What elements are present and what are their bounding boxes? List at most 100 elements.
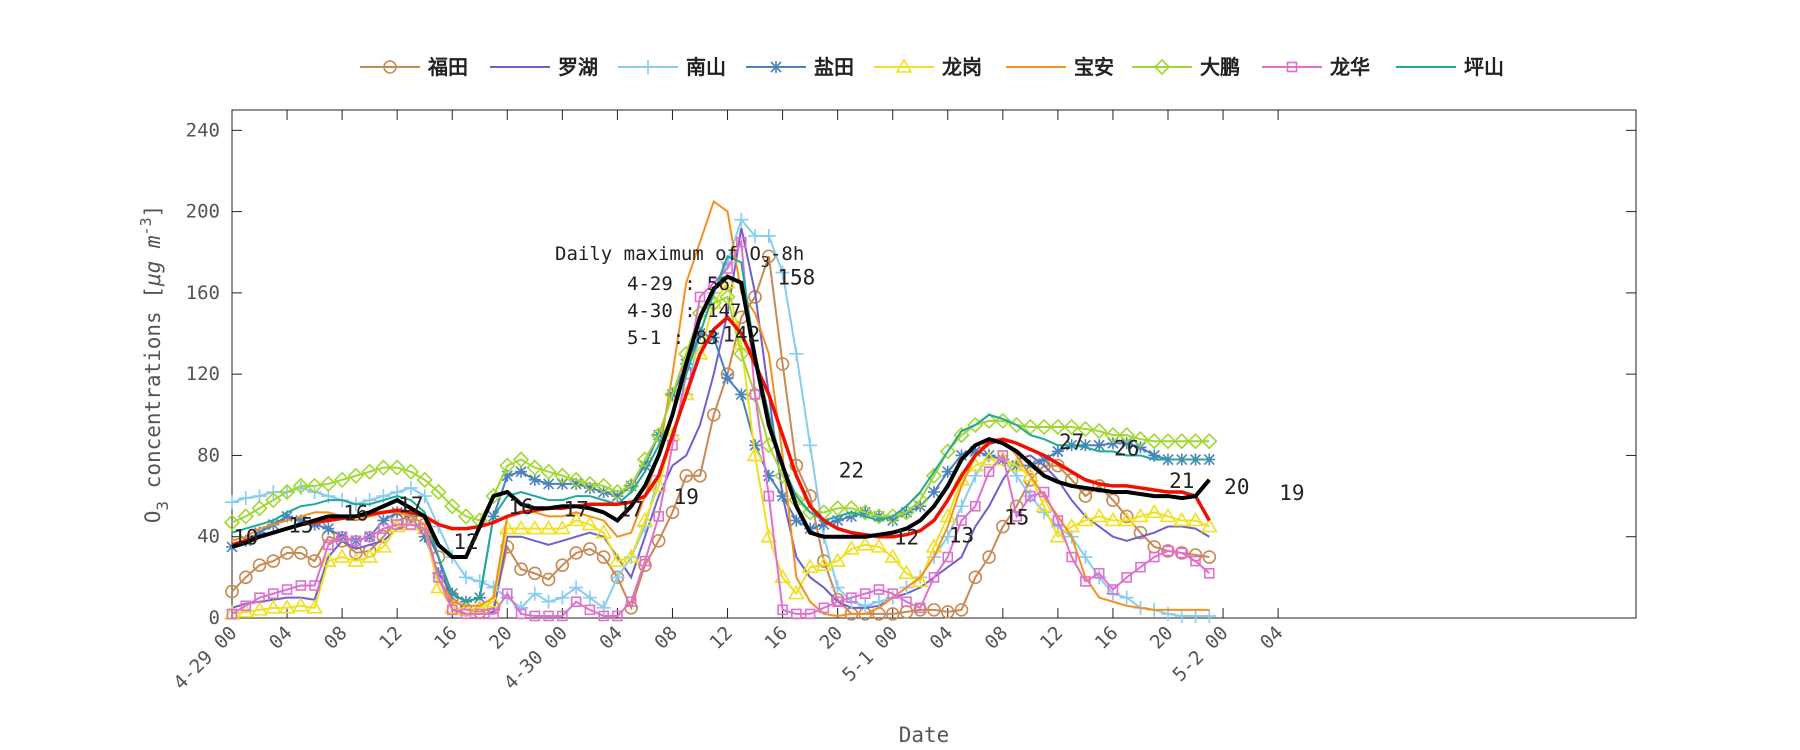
data-point xyxy=(719,288,736,306)
data-point xyxy=(1104,511,1122,527)
data-point xyxy=(1187,433,1204,450)
data-point xyxy=(787,585,805,600)
x-tick-label: 20 xyxy=(1146,622,1178,654)
legend-label: 龙华 xyxy=(1330,55,1370,79)
data-point xyxy=(927,603,941,617)
data-point xyxy=(1078,489,1093,503)
x-axis-title: Date xyxy=(899,723,950,747)
data-point xyxy=(567,511,585,527)
data-point xyxy=(417,489,432,504)
data-point xyxy=(969,445,982,458)
data-point xyxy=(280,546,294,560)
x-tick-label: 12 xyxy=(705,622,737,654)
data-point xyxy=(443,599,461,614)
data-point xyxy=(653,511,665,522)
data-point xyxy=(501,469,514,482)
data-point xyxy=(333,471,351,488)
data-point xyxy=(1148,551,1160,563)
data-point xyxy=(488,608,499,620)
legend-label: 盐田 xyxy=(814,55,854,79)
data-point xyxy=(886,514,899,527)
data-point xyxy=(996,519,1010,534)
data-point xyxy=(553,520,571,535)
data-point xyxy=(225,495,239,510)
point-label: 17 xyxy=(398,493,423,517)
data-point xyxy=(416,471,433,488)
data-point xyxy=(942,551,954,563)
x-tick-label: 08 xyxy=(320,622,352,654)
data-point xyxy=(775,265,790,280)
legend-label: 大鹏 xyxy=(1200,55,1240,79)
y-tick-label: 0 xyxy=(209,607,220,629)
data-point xyxy=(761,228,776,243)
data-point xyxy=(622,548,640,563)
data-point xyxy=(375,459,392,476)
point-label: 12 xyxy=(453,530,478,554)
x-tick-label: 20 xyxy=(815,622,847,654)
data-point xyxy=(846,592,857,603)
x-tick-label: 08 xyxy=(650,622,682,654)
legend-item: 坪山 xyxy=(1396,55,1504,79)
data-point xyxy=(1008,457,1025,472)
data-point xyxy=(1200,517,1218,533)
data-point xyxy=(679,468,694,483)
x-tick-label: 04 xyxy=(265,622,297,654)
data-point xyxy=(1118,426,1135,444)
data-point xyxy=(391,519,403,530)
data-point xyxy=(610,570,625,585)
legend-label: 坪山 xyxy=(1464,55,1504,79)
data-point xyxy=(694,291,706,303)
data-point xyxy=(887,588,899,599)
plot-frame xyxy=(231,109,1637,619)
data-point xyxy=(307,554,322,568)
data-point xyxy=(1035,497,1053,513)
data-point xyxy=(555,590,570,605)
point-label: 27 xyxy=(1059,430,1084,454)
data-point xyxy=(238,570,253,585)
data-point xyxy=(1133,525,1148,540)
x-tick-label: 5-1 00 xyxy=(838,622,902,686)
y-tick-label: 200 xyxy=(186,201,220,223)
data-point xyxy=(542,477,555,490)
legend-marker xyxy=(383,60,397,74)
x-tick-label: 16 xyxy=(760,622,792,654)
data-point xyxy=(982,550,996,564)
data-point xyxy=(1146,433,1163,450)
data-point xyxy=(954,499,969,514)
data-point xyxy=(501,588,513,599)
series-line xyxy=(231,295,1210,524)
data-point xyxy=(843,540,860,555)
data-point xyxy=(760,528,778,543)
y-tick-label: 80 xyxy=(197,444,220,466)
data-point xyxy=(281,584,293,595)
data-point xyxy=(254,592,265,603)
data-point xyxy=(405,519,417,530)
data-point xyxy=(528,473,541,486)
data-point xyxy=(471,599,489,614)
data-point xyxy=(1119,590,1134,605)
data-point xyxy=(1148,449,1161,462)
data-point xyxy=(859,588,871,599)
data-point xyxy=(251,601,268,616)
data-point xyxy=(446,604,458,616)
data-point xyxy=(281,510,294,523)
data-point xyxy=(540,520,557,535)
data-point xyxy=(1132,507,1149,523)
data-point xyxy=(873,584,885,595)
data-point xyxy=(1203,567,1215,579)
legend-label: 福田 xyxy=(427,55,468,79)
point-label: 15 xyxy=(288,514,313,538)
data-point xyxy=(418,530,431,543)
data-point xyxy=(928,486,940,499)
data-point xyxy=(541,572,556,587)
data-point xyxy=(858,598,873,613)
data-point xyxy=(791,608,802,620)
data-point xyxy=(777,604,788,616)
data-point xyxy=(870,508,888,525)
data-point xyxy=(515,465,528,478)
data-point xyxy=(734,212,749,227)
data-point xyxy=(843,500,860,517)
data-point xyxy=(361,548,379,563)
data-point xyxy=(514,562,528,577)
data-point xyxy=(472,574,487,589)
